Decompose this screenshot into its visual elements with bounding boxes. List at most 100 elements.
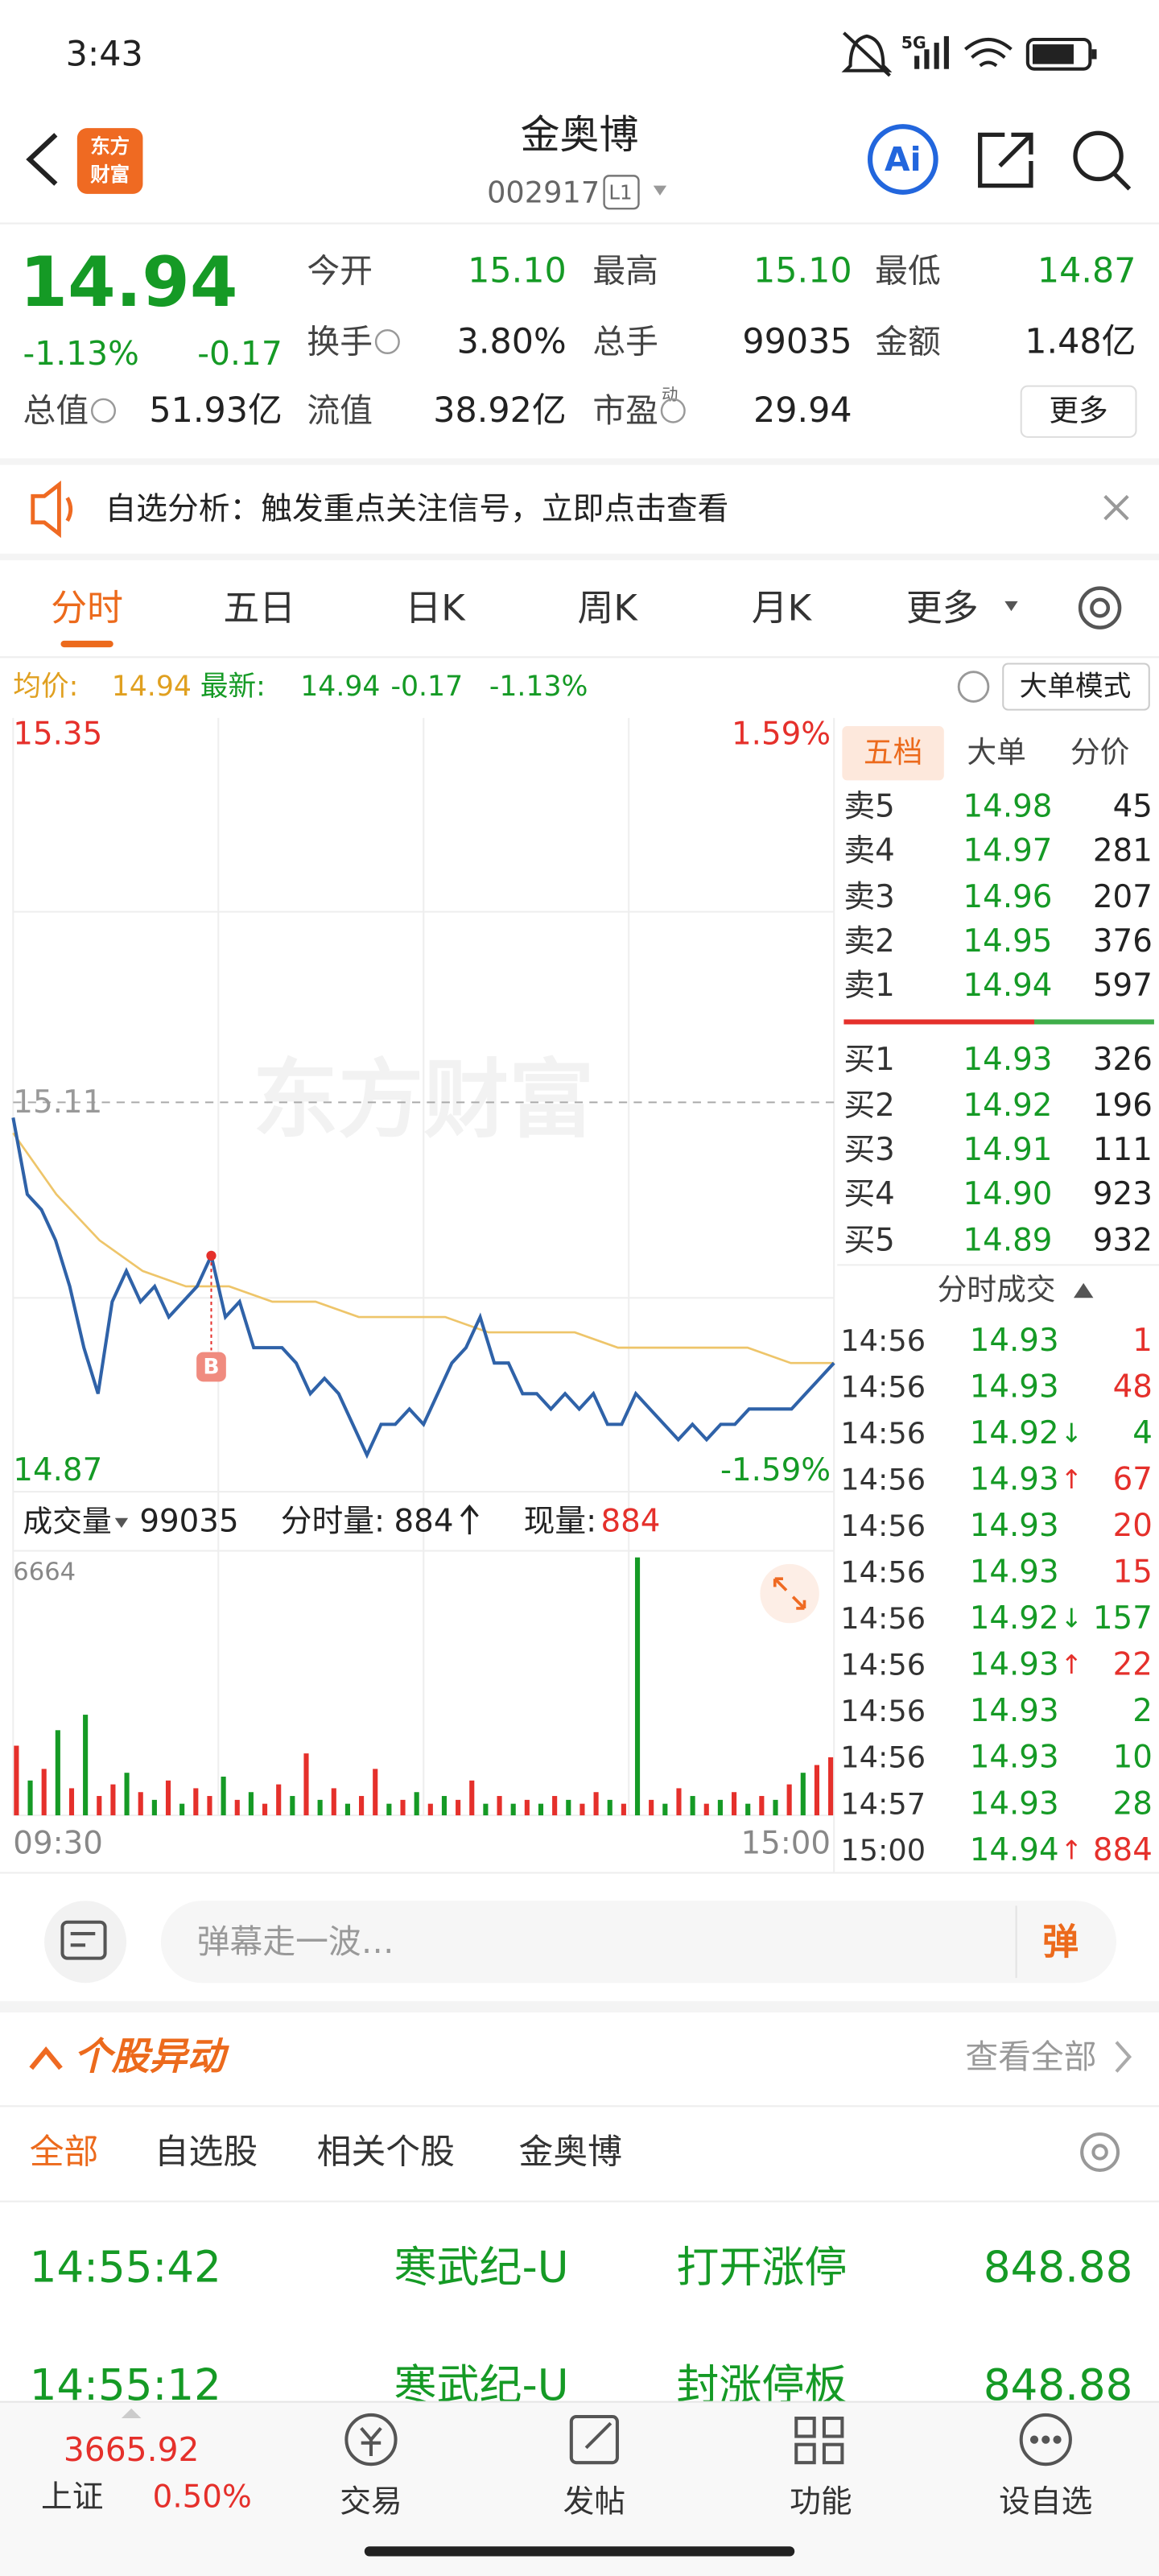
view-all[interactable]: 查看全部 xyxy=(965,2037,1096,2076)
volume-bar xyxy=(414,1792,419,1816)
book-tab[interactable]: 五档 xyxy=(864,735,922,770)
nav-item[interactable]: 交易 xyxy=(340,2484,402,2520)
volume-bar xyxy=(27,1780,33,1816)
danmu-input[interactable] xyxy=(160,1901,1116,1984)
separator xyxy=(0,458,1159,465)
tick-arrow: ↓ xyxy=(1061,1418,1083,1448)
mode-label[interactable]: 大单模式 xyxy=(1020,671,1132,703)
volume-selector[interactable]: 成交量 xyxy=(23,1504,112,1538)
more-button[interactable] xyxy=(1020,385,1137,438)
volume-bar xyxy=(676,1788,682,1816)
nav-icons xyxy=(344,2413,1072,2467)
speaker-icon xyxy=(31,481,73,539)
tick-volume: 10 xyxy=(1113,1740,1153,1776)
book-volume: 326 xyxy=(1093,1042,1153,1078)
mode-button[interactable] xyxy=(1002,663,1150,711)
book-tab[interactable]: 分价 xyxy=(1070,735,1129,770)
stat-label: 金额 xyxy=(875,322,941,361)
book-price: 14.91 xyxy=(963,1132,1053,1168)
notice-text[interactable]: 自选分析：触发重点关注信号，立即点击查看 xyxy=(105,491,729,527)
mover-name[interactable]: 寒武纪-U xyxy=(394,2242,569,2292)
tick-time: 14:56 xyxy=(840,1694,926,1728)
book-volume: 597 xyxy=(1093,968,1153,1004)
tick-volume: 15 xyxy=(1113,1554,1153,1591)
volume-bar xyxy=(566,1799,571,1816)
tab[interactable]: 周K xyxy=(578,587,639,630)
chart-info: -1.13% xyxy=(489,671,588,703)
chart-info: 均价: xyxy=(13,671,78,703)
nav-item[interactable]: 设自选 xyxy=(999,2484,1092,2520)
logo-text: 东方 xyxy=(90,134,130,158)
tick-price: 14.94 xyxy=(970,1832,1059,1868)
tab[interactable]: 五日 xyxy=(223,587,295,630)
volume-bar xyxy=(745,1803,751,1816)
volume-bar xyxy=(690,1796,695,1816)
volume-bar xyxy=(593,1792,599,1816)
tick-volume: 1 xyxy=(1132,1323,1153,1359)
selector-arrow[interactable] xyxy=(114,1517,129,1528)
filter[interactable]: 金奥博 xyxy=(519,2132,622,2172)
minute-volume: 884 xyxy=(394,1503,454,1539)
expand-button[interactable] xyxy=(760,1563,819,1624)
filter[interactable]: 全部 xyxy=(30,2132,99,2172)
filter-settings[interactable] xyxy=(1080,2132,1120,2172)
price-line xyxy=(11,1117,835,1459)
tab[interactable]: 更多 xyxy=(906,587,979,630)
close-notice[interactable] xyxy=(1103,494,1129,521)
danmu-button[interactable]: 弹 xyxy=(1042,1921,1079,1963)
filter[interactable]: 自选股 xyxy=(155,2132,258,2172)
volume-bar xyxy=(317,1799,323,1816)
filter[interactable]: 相关个股 xyxy=(317,2132,455,2172)
volume-bar xyxy=(151,1799,157,1816)
tick-volume: 4 xyxy=(1132,1415,1153,1451)
volume-bar xyxy=(234,1799,240,1816)
help-icon[interactable] xyxy=(957,671,990,703)
tab[interactable]: 分时 xyxy=(51,587,123,630)
book-price: 14.92 xyxy=(963,1088,1053,1124)
book-tab[interactable]: 大单 xyxy=(967,735,1025,770)
search-button[interactable] xyxy=(1073,130,1132,191)
book-price: 14.95 xyxy=(963,923,1053,960)
stat-label: 最低 xyxy=(875,252,941,291)
stat-value: 1.48亿 xyxy=(1025,321,1136,361)
collapse-icon[interactable] xyxy=(29,2046,63,2070)
book-price: 14.98 xyxy=(963,789,1053,825)
code-dropdown[interactable] xyxy=(653,185,667,196)
y-tick-label: 14.87 xyxy=(13,1452,102,1488)
settings-icon[interactable] xyxy=(1078,586,1122,630)
volume-bar xyxy=(828,1757,834,1816)
danmu-icon[interactable] xyxy=(44,1901,127,1984)
index-name: 上证 xyxy=(41,2479,103,2516)
book-volume: 207 xyxy=(1093,879,1153,915)
nav-item[interactable]: 发帖 xyxy=(563,2484,625,2520)
app-logo[interactable] xyxy=(76,128,143,194)
share-button[interactable] xyxy=(978,132,1033,188)
book-label: 买5 xyxy=(843,1222,894,1258)
y2-tick-label: -1.59% xyxy=(720,1452,831,1488)
danmu-placeholder[interactable]: 弹幕走一波… xyxy=(197,1922,394,1961)
info-icon xyxy=(374,328,400,354)
ai-button[interactable] xyxy=(867,124,938,195)
volume-bar xyxy=(359,1796,365,1816)
more-label[interactable]: 更多 xyxy=(1049,394,1107,428)
volume-bar xyxy=(580,1803,585,1816)
home-indicator xyxy=(364,2546,795,2557)
last-price: 14.94 xyxy=(19,242,237,323)
volume-bar xyxy=(800,1773,806,1816)
ticks-arrow xyxy=(1073,1282,1094,1298)
chart-info: 14.94 xyxy=(112,671,192,703)
nav-item[interactable]: 功能 xyxy=(790,2484,852,2520)
book-label: 卖2 xyxy=(843,923,894,960)
book-price: 14.90 xyxy=(963,1176,1053,1212)
tick-volume: 22 xyxy=(1113,1647,1153,1683)
stat-sup: 动 xyxy=(662,385,678,404)
tab[interactable]: 日K xyxy=(405,587,466,630)
back-button[interactable] xyxy=(26,133,58,186)
active-book-tab xyxy=(842,726,944,781)
tab[interactable]: 月K xyxy=(752,587,813,630)
ai-label[interactable]: Ai xyxy=(885,140,922,179)
index-value: 3665.92 xyxy=(64,2430,200,2469)
stat-label: 最高 xyxy=(592,252,658,291)
